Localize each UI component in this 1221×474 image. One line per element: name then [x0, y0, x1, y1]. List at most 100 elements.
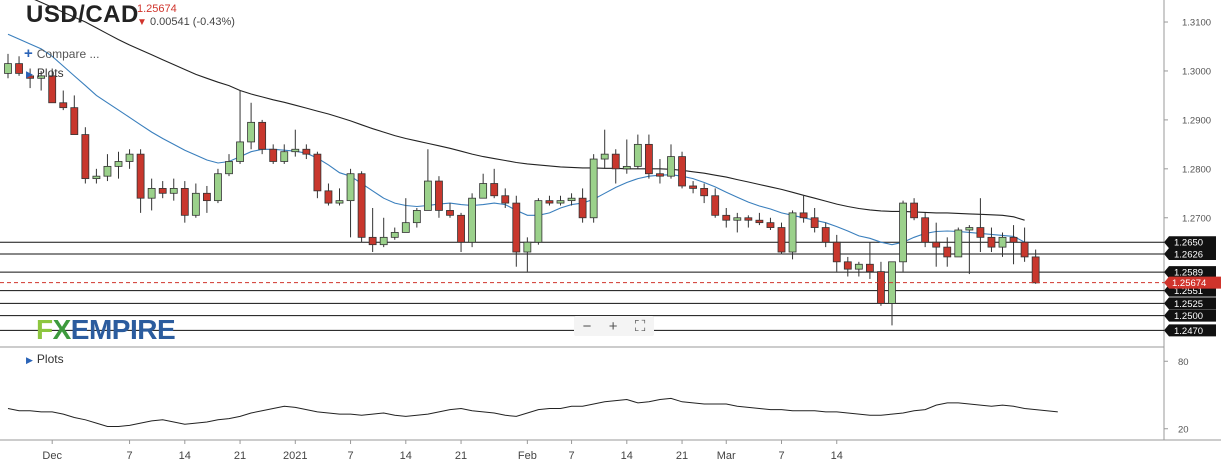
- candle-body: [976, 227, 985, 238]
- candle-body: [1009, 236, 1018, 243]
- candle-body: [656, 173, 664, 177]
- zoom-controls: − + ⛶: [574, 316, 654, 336]
- candle-body: [357, 173, 366, 238]
- time-tick-label: 7: [347, 450, 353, 462]
- level-tag: [1164, 297, 1216, 310]
- candle-body: [457, 214, 465, 243]
- candle-body: [700, 188, 709, 197]
- candle-body: [1020, 241, 1029, 258]
- candle-body: [645, 143, 653, 175]
- candle-body: [191, 192, 200, 216]
- candle-body: [280, 151, 289, 162]
- candle-body: [335, 200, 344, 204]
- candle-body: [247, 121, 256, 143]
- zoom-out-button[interactable]: −: [582, 317, 592, 335]
- candle-body: [423, 180, 432, 211]
- candle-body: [379, 236, 388, 246]
- fxempire-logo: FXEMPIRE: [36, 314, 176, 345]
- candle-body: [578, 197, 587, 219]
- indicator-tick-label: 80: [1178, 357, 1189, 368]
- candle-body: [214, 173, 222, 202]
- candle-body: [236, 141, 244, 162]
- candle-body: [313, 153, 322, 192]
- candle-body: [965, 227, 974, 231]
- compare-button[interactable]: + Compare ...: [24, 45, 99, 62]
- candles-group: [4, 53, 1040, 326]
- zoom-in-button[interactable]: +: [608, 317, 618, 335]
- candle-body: [147, 188, 156, 199]
- candle-body: [258, 121, 267, 150]
- level-tag: [1164, 247, 1216, 260]
- level-tag: [1164, 266, 1216, 279]
- price-tick-label: 1.2900: [1182, 115, 1211, 126]
- level-label: 1.2470: [1174, 326, 1203, 337]
- candle-body: [15, 63, 23, 74]
- time-tick-label: 14: [621, 450, 633, 462]
- candle-body: [490, 183, 499, 197]
- candle-body: [843, 261, 852, 270]
- indicator-plots-label: Plots: [36, 352, 64, 366]
- time-tick-label: 14: [831, 450, 843, 462]
- triangle-right-icon: ▶: [26, 69, 33, 79]
- candle-body: [744, 217, 753, 221]
- candle-body: [446, 210, 454, 216]
- candle-body: [368, 236, 377, 246]
- candle-body: [910, 202, 918, 219]
- candle-body: [48, 75, 57, 104]
- candle-body: [1031, 256, 1040, 284]
- time-tick-label: 14: [400, 450, 412, 462]
- candle-body: [722, 214, 731, 221]
- time-tick-label: Feb: [518, 450, 537, 462]
- candle-body: [114, 161, 123, 167]
- candle-body: [711, 195, 720, 216]
- symbol-title: USD/CAD: [26, 1, 139, 28]
- candle-body: [733, 217, 742, 221]
- candle-body: [545, 200, 554, 204]
- candle-body: [932, 241, 941, 248]
- time-tick-label: 2021: [283, 450, 307, 462]
- level-label: 1.2500: [1174, 311, 1203, 322]
- candle-body: [346, 173, 355, 202]
- plots-toggle[interactable]: ▶ Plots: [26, 66, 64, 80]
- candle-body: [600, 153, 609, 160]
- level-label: 1.2626: [1174, 249, 1203, 260]
- candle-body: [302, 148, 311, 155]
- level-label: 1.2525: [1174, 299, 1203, 310]
- price-tick-label: 1.3100: [1182, 18, 1211, 29]
- level-label: 1.2650: [1174, 238, 1203, 249]
- indicator-line: [7, 397, 1058, 427]
- candle-body: [479, 183, 488, 199]
- candle-body: [512, 202, 521, 253]
- candle-body: [799, 212, 808, 219]
- level-tag: [1164, 236, 1216, 249]
- slow-moving-average-line: [34, 0, 1025, 221]
- candle-body: [501, 195, 510, 204]
- candle-body: [832, 241, 841, 263]
- level-label: 1.2589: [1174, 268, 1203, 279]
- price-change-value: 0.00541 (-0.43%): [149, 16, 235, 28]
- candle-body: [534, 200, 543, 243]
- candle-body: [225, 161, 233, 175]
- candle-body: [26, 75, 35, 79]
- candle-body: [810, 217, 819, 228]
- candle-body: [92, 175, 101, 180]
- level-tag: [1164, 324, 1216, 337]
- down-arrow-icon: ▼: [137, 17, 147, 28]
- candle-body: [633, 143, 642, 167]
- plots-label: Plots: [36, 66, 64, 80]
- candle-body: [169, 188, 178, 194]
- candle-body: [589, 158, 598, 219]
- candle-body: [567, 197, 576, 202]
- time-tick-label: 7: [126, 450, 132, 462]
- fit-screen-icon[interactable]: ⛶: [634, 317, 646, 335]
- candle-body: [81, 134, 90, 180]
- candle-body: [125, 153, 134, 162]
- candle-body: [37, 75, 46, 79]
- candle-body: [622, 165, 631, 170]
- indicator-plots-toggle[interactable]: ▶ Plots: [26, 352, 64, 366]
- time-tick-label: 21: [455, 450, 467, 462]
- candle-body: [468, 197, 477, 243]
- candle-body: [412, 210, 421, 224]
- candle-body: [777, 227, 786, 253]
